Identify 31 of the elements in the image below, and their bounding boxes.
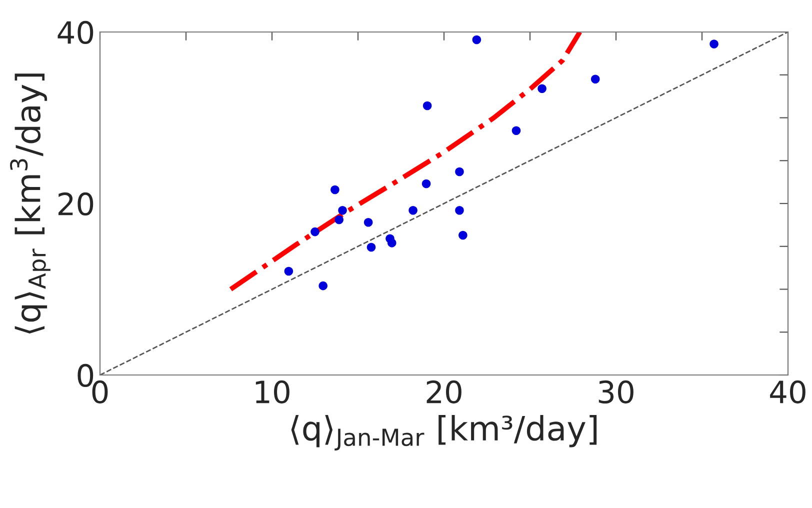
point	[387, 238, 396, 248]
point	[710, 40, 718, 48]
point	[310, 227, 320, 236]
point	[458, 230, 468, 240]
point	[366, 242, 376, 252]
point	[455, 206, 464, 215]
point	[364, 218, 373, 227]
point	[512, 126, 521, 136]
point	[590, 74, 600, 84]
x-tick-label: 40	[770, 380, 806, 404]
point	[334, 215, 344, 224]
point	[422, 101, 432, 110]
point	[538, 84, 546, 93]
x-tick-label: 10	[256, 380, 290, 404]
y-tick-label: 40	[58, 20, 94, 44]
point	[422, 179, 431, 188]
x-axis-title: ⟨q⟩$_{Jan-Mar}$ [km³/day]	[291, 414, 597, 450]
x-tick-label: 30	[598, 380, 634, 404]
point	[338, 206, 347, 215]
x-tick-label: 20	[426, 380, 462, 404]
line-series	[228, 32, 582, 292]
point	[455, 167, 464, 176]
y-tick-label: 20	[58, 192, 94, 216]
point	[330, 185, 340, 194]
point	[318, 281, 328, 290]
point	[408, 206, 418, 215]
point	[472, 35, 482, 44]
y-axis-title: ⟨q⟩$_{Apr}$ [km$^{3}$/day]	[10, 74, 50, 334]
point	[284, 266, 294, 276]
y-tick-label: 0	[78, 364, 94, 388]
x-tick-label: 0	[92, 380, 108, 404]
